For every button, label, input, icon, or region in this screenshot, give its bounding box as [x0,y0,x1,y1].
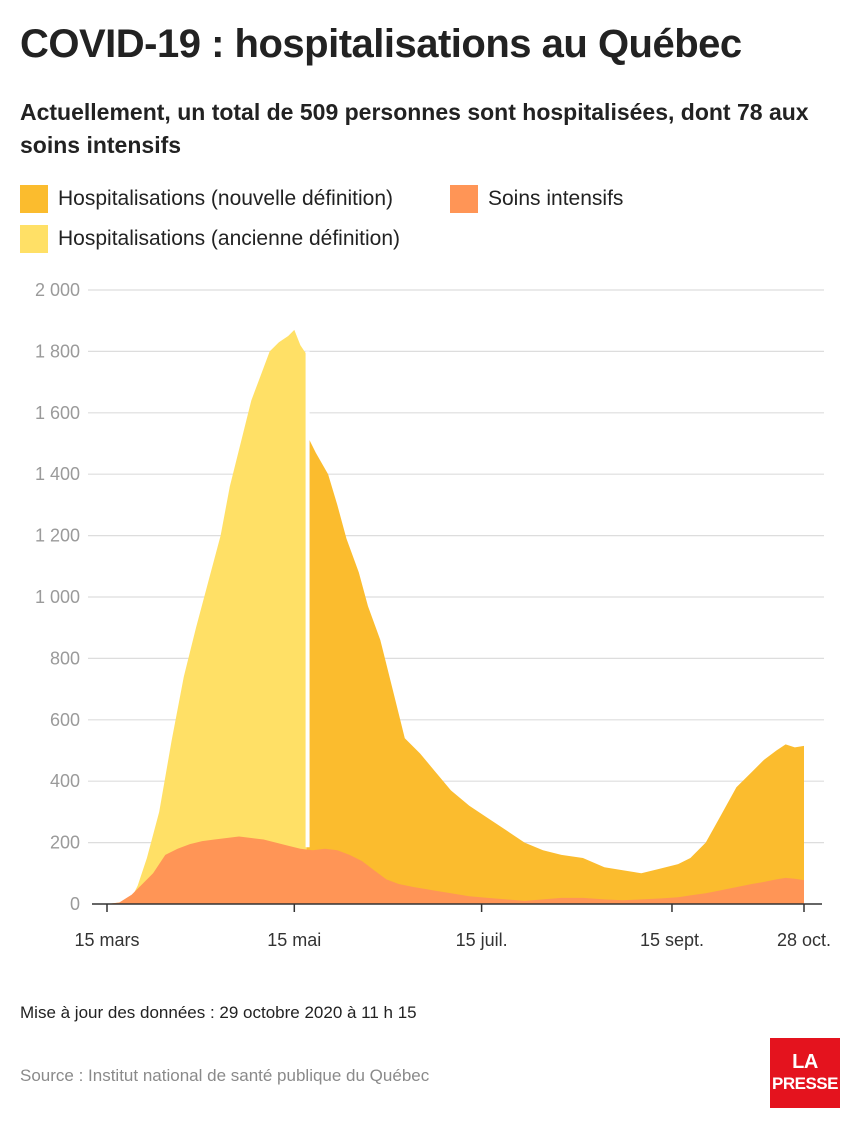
x-axis: 15 mars 15 mai 15 juil. 15 sept. 28 oct. [74,903,831,950]
y-tick-label: 1 000 [35,587,80,607]
x-tick-label: 15 sept. [640,930,704,950]
y-tick-label: 1 400 [35,464,80,484]
chart-title: COVID-19 : hospitalisations au Québec [20,22,742,66]
legend-swatch-new-def [20,185,48,213]
y-tick-label: 2 000 [35,280,80,300]
hospitalisations-area-chart: 0 200 400 600 800 1 000 1 200 1 400 1 600 1 800 2 … [35,280,831,950]
y-tick-label: 600 [50,710,80,730]
y-tick-label: 1 200 [35,526,80,546]
legend-label-icu: Soins intensifs [488,187,624,210]
chart-subtitle: Actuellement, un total de 509 personnes … [20,99,809,158]
la-presse-logo: LA PRESSE [770,1038,840,1108]
legend-swatch-icu [450,185,478,213]
legend-label-old-def: Hospitalisations (ancienne définition) [58,227,401,250]
legend-item-new-def: Hospitalisations (nouvelle définition) [20,185,393,213]
y-axis: 0 200 400 600 800 1 000 1 200 1 400 1 600 1 800 2 … [35,280,80,914]
y-tick-label: 800 [50,648,80,668]
area-icu [107,836,804,904]
source-note: Source : Institut national de santé publ… [20,1066,430,1085]
x-tick-label: 15 mai [267,930,321,950]
y-tick-label: 200 [50,833,80,853]
legend-swatch-old-def [20,225,48,253]
area-old-def [107,329,307,904]
y-tick-label: 400 [50,771,80,791]
x-tick-label: 15 juil. [456,930,508,950]
logo-line-1: LA [792,1051,818,1073]
y-tick-label: 1 800 [35,341,80,361]
legend-label-new-def: Hospitalisations (nouvelle définition) [58,187,394,210]
update-timestamp: Mise à jour des données : 29 octobre 202… [20,1003,417,1022]
y-tick-label: 1 600 [35,403,80,423]
x-tick-label: 28 oct. [777,930,831,950]
legend-item-old-def: Hospitalisations (ancienne définition) [20,225,400,253]
x-tick-label: 15 mars [74,930,139,950]
legend-item-icu: Soins intensifs [450,185,623,213]
y-tick-label: 0 [70,894,80,914]
area-new-def [306,434,804,904]
area-series [107,329,804,904]
logo-line-2: PRESSE [772,1074,838,1093]
